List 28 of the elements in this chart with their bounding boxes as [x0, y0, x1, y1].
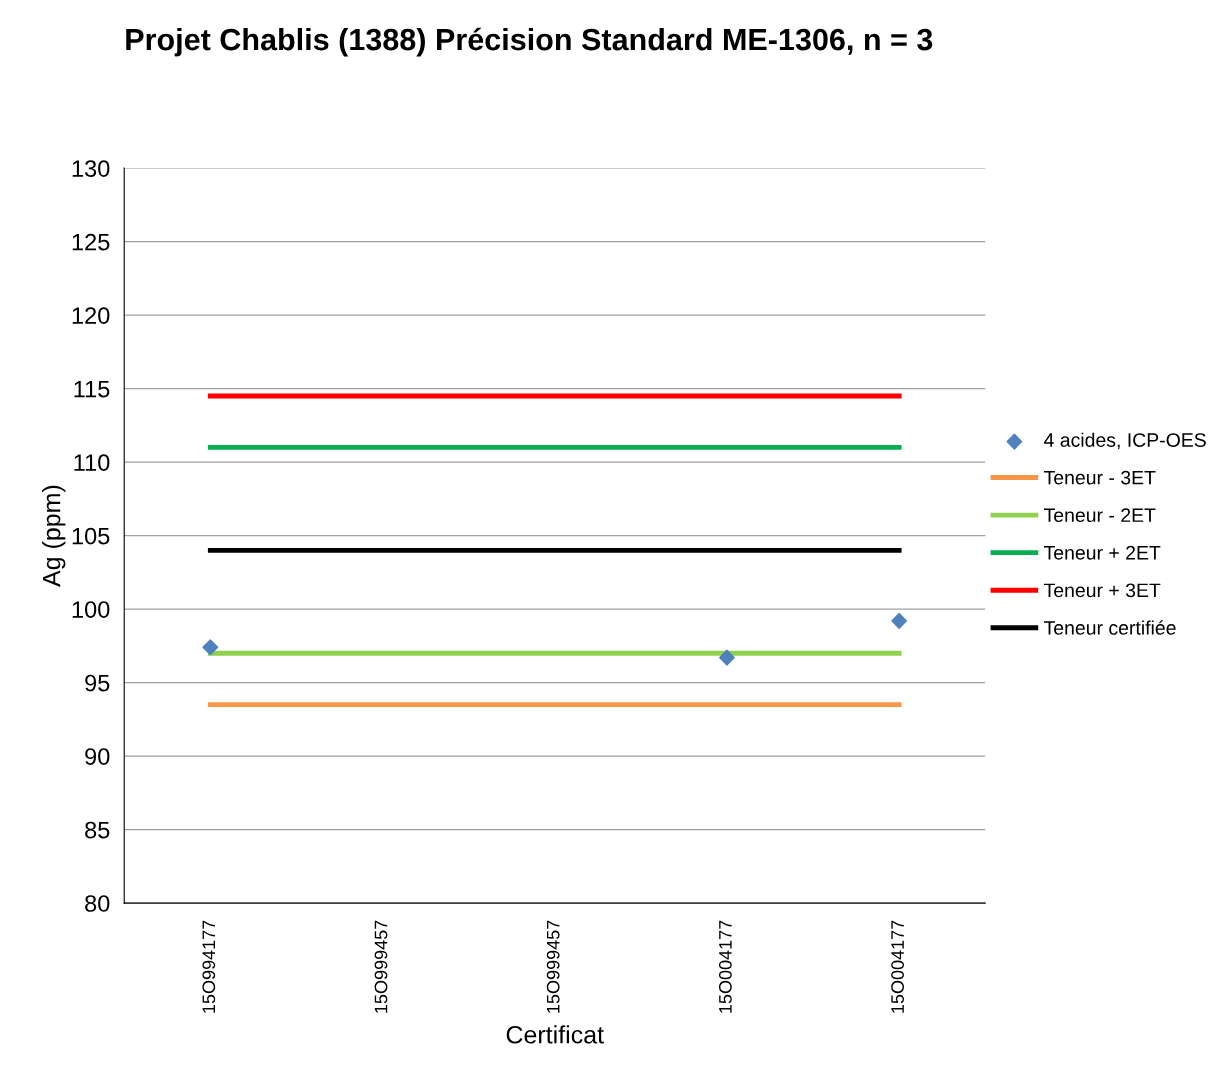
x-tick-label: 15O004177 [891, 920, 904, 1013]
y-tick-label: 115 [74, 380, 110, 398]
y-tick-label: 125 [72, 233, 110, 251]
point [891, 612, 908, 629]
point [202, 639, 219, 656]
y-tick-label: 105 [72, 527, 110, 545]
y-tick-label: 110 [74, 454, 110, 471]
x-tick-label: 15O994177 [202, 920, 216, 1013]
y-tick-label: 120 [72, 307, 110, 324]
y-axis-title: Ag (ppm) [42, 485, 66, 587]
legend-label: Teneur - 3ET [1044, 470, 1156, 485]
y-tick-label: 130 [72, 160, 110, 177]
y-tick-label: 90 [85, 748, 110, 765]
x-axis-title: Certificat [506, 1025, 604, 1044]
y-tick-label: 100 [72, 601, 110, 618]
x-tick-label: 15O999457 [374, 920, 388, 1013]
y-tick-label: 95 [85, 674, 110, 692]
y-tick-label: 85 [85, 821, 110, 839]
legend-label: Teneur + 2ET [1044, 545, 1161, 560]
legend-label: 4 acides, ICP-OES [1044, 432, 1206, 450]
point [718, 649, 735, 666]
y-tick-label: 80 [85, 895, 110, 912]
chart-title: Projet Chablis (1388) Précision Standard ME-1306, n = 3 [126, 27, 933, 57]
x-tick-label: 15O004177 [718, 920, 732, 1013]
x-tick-label: 15O999457 [546, 920, 560, 1013]
legend-label: Teneur certifiée [1044, 620, 1176, 635]
legend-label: Teneur + 3ET [1044, 583, 1161, 598]
legend-label: Teneur - 2ET [1044, 508, 1156, 523]
